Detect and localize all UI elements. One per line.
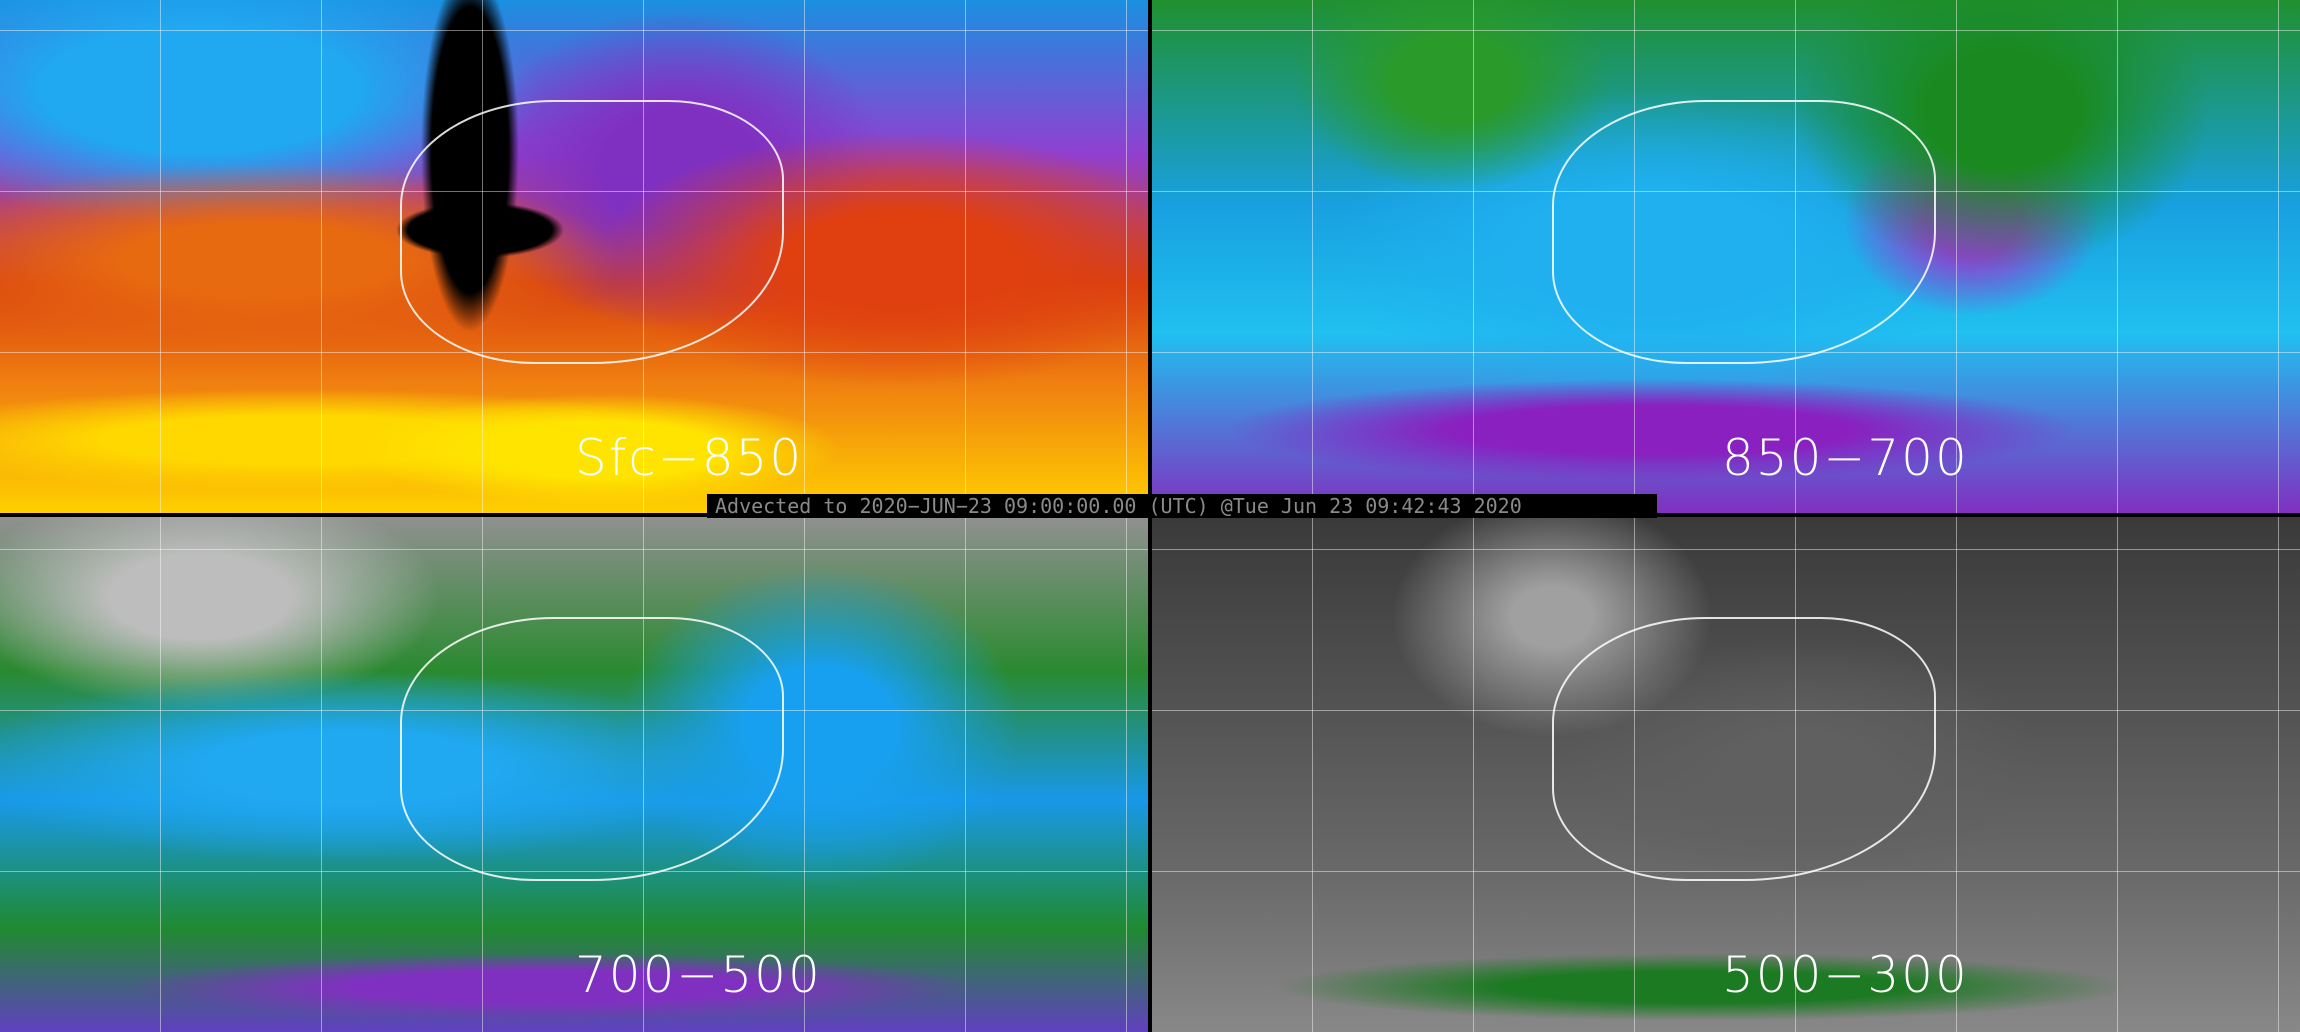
panel-label: Sfc−850: [575, 429, 804, 487]
north-america-outline: [1552, 617, 1936, 881]
panel-label: 850−700: [1722, 429, 1969, 487]
advection-timestamp-caption: Advected to 2020−JUN−23 09:00:00.00 (UTC…: [707, 494, 1657, 518]
north-america-outline: [400, 100, 784, 364]
panel-850-700: 850−700: [1152, 0, 2300, 513]
panel-label: 500−300: [1722, 946, 1969, 1004]
north-america-outline: [400, 617, 784, 881]
panel-500-300: 500−300: [1152, 517, 2300, 1032]
panel-sfc-850: Sfc−850: [0, 0, 1148, 513]
panel-label: 700−500: [575, 946, 822, 1004]
north-america-outline: [1552, 100, 1936, 364]
panel-700-500: 700−500: [0, 517, 1148, 1032]
